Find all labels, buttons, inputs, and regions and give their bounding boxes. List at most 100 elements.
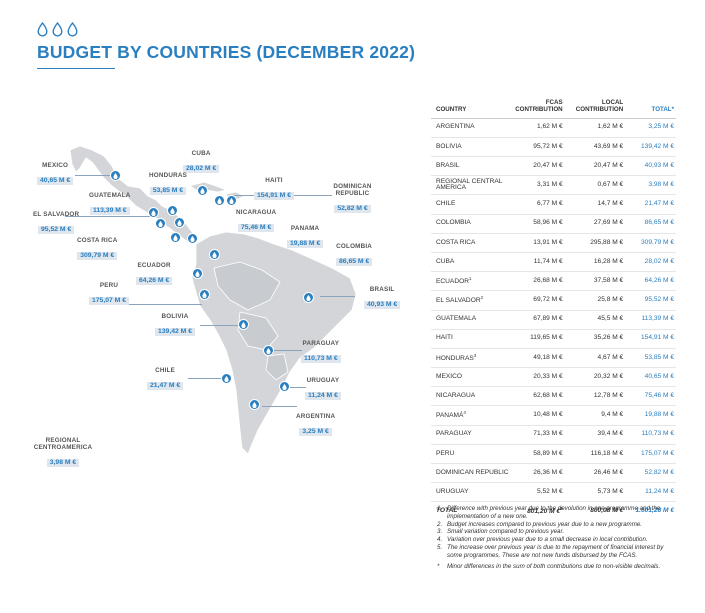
map-label-name: HAITI [265,177,283,184]
pin-bolivia[interactable] [238,319,249,330]
cell-fcas: 69,72 M € [510,290,565,311]
cell-local: 26,46 M € [564,463,626,484]
cell-fcas: 71,33 M € [510,425,565,445]
map-label-regional: REGIONAL CENTROAMERICA 3,98 M € [28,437,98,470]
cell-country: DOMINICAN REPUBLIC [431,463,511,484]
leader-line [320,296,355,297]
cell-local: 25,8 M € [564,290,626,311]
map-label-chile: CHILE 21,47 M € [147,367,184,393]
pin-uruguay[interactable] [279,381,290,392]
cell-local: 20,47 M € [564,156,626,177]
cell-fcas: 62,68 M € [510,386,565,407]
leader-line [272,350,302,351]
pin-colombia[interactable] [209,249,220,260]
country-name: GUATEMALA [436,315,477,323]
pin-el-salvador[interactable] [155,218,166,229]
pin-guatemala[interactable] [148,207,159,218]
map-label-value: 3,25 M € [299,428,332,437]
cell-country: HONDURAS3 [431,348,511,369]
map-label-honduras: HONDURAS 53,85 M € [149,172,187,198]
country-name: CUBA [436,257,455,265]
footnote-ref: 3 [473,352,477,358]
pin-costa-rica[interactable] [170,232,181,243]
table-row: COLOMBIA 58,96 M €27,69 M €86,65 M € [431,214,676,234]
leader-line [188,378,223,379]
cell-local: 116,18 M € [564,444,626,465]
cell-fcas: 26,36 M € [510,463,565,484]
cell-fcas: 6,77 M € [510,194,565,215]
pin-ecuador[interactable] [192,268,203,279]
map-label-name: EL SALVADOR [33,211,80,218]
pin-panama[interactable] [187,233,198,244]
map-label-argentina: ARGENTINA 3,25 M € [296,413,335,439]
leader-line [75,175,111,176]
col-fcas: FCAS CONTRIBUTION [510,99,565,119]
cell-fcas: 20,33 M € [510,367,565,388]
pin-chile[interactable] [221,373,232,384]
map-label-ecuador: ECUADOR 64,26 M € [136,262,173,288]
pin-dominican-republic[interactable] [226,195,237,206]
cell-fcas: 13,91 M € [510,233,565,253]
map-label-name: CHILE [155,367,176,374]
col-country: COUNTRY [431,100,511,119]
country-name: COSTA RICA [436,238,476,246]
cell-country: ARGENTINA [431,118,511,138]
cell-country: CUBA [431,252,511,273]
map-label-bolivia: BOLIVIA 139,42 M € [155,313,196,339]
title-underline [37,68,115,69]
footnote-text: Small variation compared to previous yea… [447,528,565,536]
cell-country: NICARAGUA [431,386,511,407]
table-row: BRASIL 20,47 M €20,47 M €40,93 M € [431,156,676,177]
total-fcas: 801,20 M €5 [511,502,565,521]
leader-line [65,216,155,217]
country-name: PARAGUAY [436,430,472,438]
leader-line [290,387,306,388]
footnote-number: 2. [437,520,443,528]
map-label-value: 175,07 M € [89,297,130,306]
budget-table: COUNTRY FCAS CONTRIBUTION LOCAL CONTRIBU… [431,99,676,521]
map-label-value: 11,24 M € [305,392,341,401]
country-name: COLOMBIA [436,219,471,227]
map-label-value: 19,88 M € [287,240,324,249]
pin-brasil[interactable] [303,292,314,303]
table-row: NICARAGUA 62,68 M €12,78 M €75,46 M € [431,386,676,407]
pin-argentina[interactable] [249,399,260,410]
map-label-value: 95,52 M € [38,226,75,235]
total-fcas-value: 801,20 M € [527,508,561,516]
country-name: NICARAGUA [436,392,476,400]
table-row: PERU 58,89 M €116,18 M €175,07 M € [431,444,676,465]
cell-country: BRASIL [431,156,511,177]
table-row: ECUADOR1 26,68 M €37,58 M €64,26 M € [431,271,676,292]
map-label-colombia: COLOMBIA 86,65 M € [336,243,373,269]
country-name: PERU [436,449,455,457]
cell-local: 45,5 M € [564,310,626,330]
cell-total: 64,26 M € [625,271,676,292]
cell-total: 19,88 M € [625,405,676,426]
pin-mexico[interactable] [110,170,121,181]
cell-local: 14,7 M € [564,194,626,215]
cell-local: 20,32 M € [564,367,626,388]
pin-nicaragua[interactable] [174,217,185,228]
cell-local: 5,73 M € [564,482,626,503]
table-row: ARGENTINA 1,62 M €1,62 M €3,25 M € [431,118,676,138]
cell-total: 28,02 M € [625,252,676,273]
pin-cuba[interactable] [197,185,208,196]
page-title: BUDGET BY COUNTRIES (DECEMBER 2022) [37,42,416,62]
country-name: EL SALVADOR [436,297,481,305]
footnote-marker: * [437,563,440,571]
table-row: PANAMÁ4 10,48 M €9,4 M €19,88 M € [431,405,676,426]
map-label-uruguay: URUGUAY 11,24 M € [305,377,341,403]
country-name: MEXICO [436,372,463,380]
map-label-value: 75,46 M € [238,224,275,233]
pin-haiti[interactable] [214,195,225,206]
pin-paraguay[interactable] [263,345,274,356]
cell-local: 295,88 M € [564,233,626,253]
pin-peru[interactable] [199,289,210,300]
cell-country: PARAGUAY [431,425,511,445]
cell-fcas: 119,65 M € [510,329,565,349]
cell-total: 3,25 M € [625,118,676,138]
map-label-value: 113,39 M € [89,207,130,216]
pin-honduras[interactable] [167,205,178,216]
cell-fcas: 5,52 M € [510,482,565,503]
map-label-paraguay: PARAGUAY 110,73 M € [301,340,341,366]
